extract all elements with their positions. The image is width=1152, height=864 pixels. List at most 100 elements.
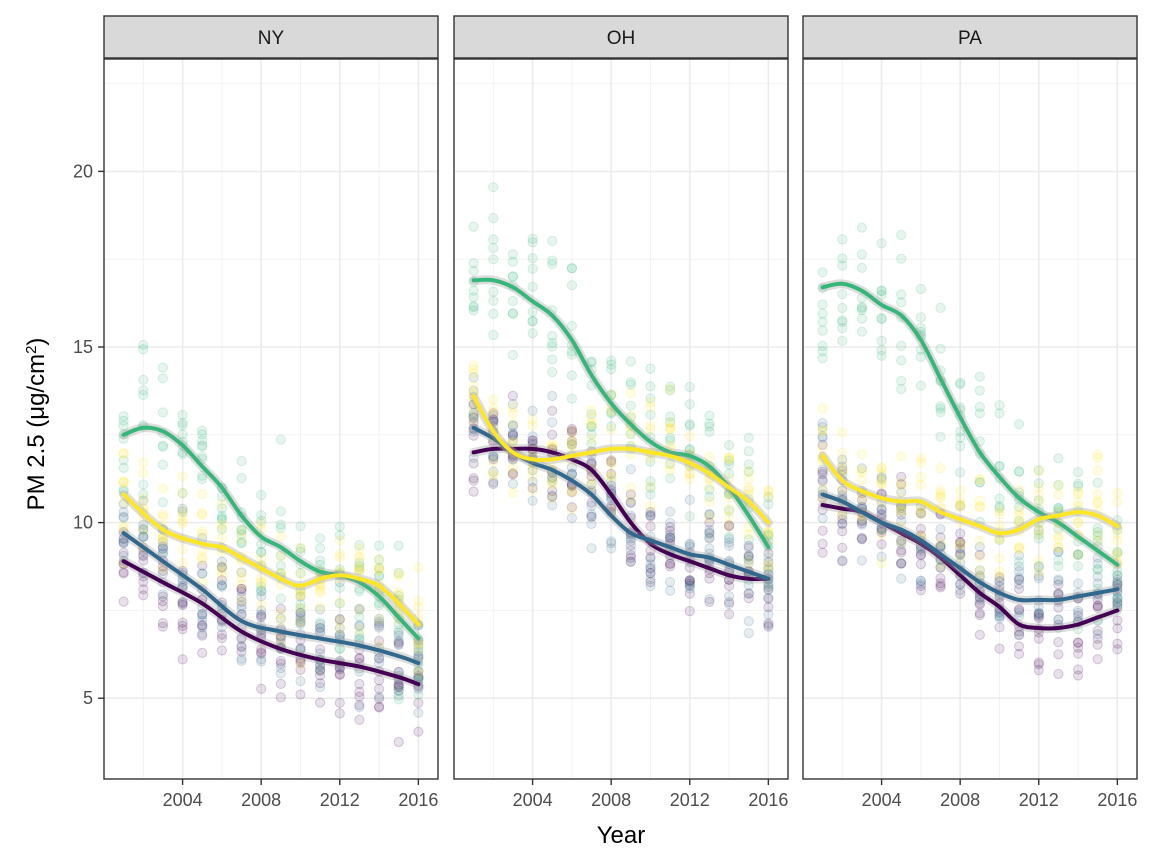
data-point bbox=[935, 485, 946, 496]
data-point bbox=[817, 299, 828, 310]
data-point bbox=[197, 473, 208, 485]
data-point bbox=[896, 505, 907, 516]
x-tick-label: 2016 bbox=[748, 790, 788, 810]
data-point bbox=[138, 531, 149, 543]
data-point bbox=[118, 497, 129, 508]
x-tick-label: 2012 bbox=[670, 790, 710, 810]
data-point bbox=[817, 422, 828, 433]
data-point bbox=[507, 454, 519, 465]
data-point bbox=[118, 455, 129, 466]
data-point bbox=[315, 555, 326, 566]
data-point bbox=[606, 501, 617, 512]
data-point bbox=[1053, 503, 1064, 514]
data-point bbox=[157, 440, 168, 451]
data-point bbox=[876, 524, 887, 536]
data-point bbox=[354, 543, 365, 554]
data-point bbox=[1092, 536, 1103, 547]
data-point bbox=[837, 253, 848, 264]
data-point bbox=[138, 525, 149, 536]
data-point bbox=[334, 577, 345, 588]
data-point bbox=[488, 477, 499, 488]
data-point bbox=[955, 498, 966, 509]
data-point bbox=[817, 469, 828, 480]
data-point bbox=[586, 438, 597, 449]
data-point bbox=[645, 521, 656, 532]
data-point bbox=[817, 431, 828, 442]
data-point bbox=[315, 617, 326, 628]
data-point bbox=[256, 546, 267, 558]
data-point bbox=[817, 476, 828, 487]
data-point bbox=[606, 421, 617, 432]
data-point bbox=[507, 418, 519, 429]
data-point bbox=[665, 423, 676, 434]
data-point bbox=[856, 494, 868, 506]
data-point bbox=[315, 626, 326, 637]
data-point bbox=[118, 567, 129, 578]
data-point bbox=[1014, 510, 1025, 521]
panel-pa: PA 2004 2008 2012 2016 bbox=[802, 15, 1138, 810]
data-point bbox=[645, 500, 656, 512]
data-point bbox=[743, 554, 754, 565]
data-point bbox=[704, 517, 715, 528]
x-tick-label: 2004 bbox=[862, 790, 902, 810]
data-point bbox=[896, 340, 907, 351]
data-point bbox=[216, 645, 227, 656]
data-point bbox=[393, 568, 404, 580]
data-point bbox=[488, 408, 499, 419]
data-point bbox=[354, 553, 365, 564]
panel-background bbox=[104, 59, 438, 779]
data-point bbox=[1073, 608, 1084, 619]
data-point bbox=[256, 610, 267, 621]
panel-border bbox=[453, 58, 789, 780]
data-point bbox=[236, 538, 247, 549]
data-point bbox=[994, 613, 1005, 624]
data-point bbox=[393, 567, 404, 578]
data-point bbox=[256, 581, 267, 592]
data-point bbox=[915, 471, 927, 483]
data-point bbox=[256, 547, 267, 558]
data-point bbox=[275, 531, 286, 542]
data-point bbox=[413, 726, 424, 737]
data-point bbox=[547, 500, 558, 511]
data-point bbox=[256, 605, 267, 616]
data-point bbox=[1014, 466, 1025, 477]
data-point bbox=[138, 584, 149, 595]
data-point bbox=[157, 373, 168, 384]
data-point bbox=[586, 508, 597, 520]
data-point bbox=[1014, 605, 1025, 616]
data-point bbox=[974, 495, 985, 506]
data-point bbox=[684, 539, 695, 551]
data-point bbox=[586, 457, 597, 468]
data-point bbox=[157, 535, 168, 546]
data-point bbox=[236, 529, 247, 540]
data-point bbox=[197, 615, 208, 626]
data-point bbox=[625, 494, 636, 505]
data-point bbox=[354, 586, 365, 597]
data-point bbox=[763, 618, 774, 629]
data-point bbox=[763, 526, 774, 537]
data-point bbox=[586, 500, 597, 511]
data-point bbox=[955, 536, 966, 548]
data-point bbox=[354, 653, 365, 664]
data-point bbox=[566, 320, 578, 331]
data-point bbox=[393, 627, 404, 638]
data-point bbox=[856, 515, 868, 527]
data-point bbox=[1112, 593, 1123, 604]
data-point bbox=[665, 423, 676, 434]
data-point bbox=[645, 456, 656, 467]
data-point bbox=[704, 496, 715, 507]
data-point bbox=[295, 589, 306, 600]
data-point bbox=[704, 596, 715, 608]
data-point bbox=[876, 527, 887, 538]
data-point bbox=[856, 519, 868, 530]
data-point bbox=[1112, 487, 1123, 498]
data-point bbox=[724, 533, 735, 545]
data-point bbox=[118, 547, 129, 558]
data-point bbox=[955, 426, 966, 437]
data-point bbox=[1092, 465, 1103, 476]
data-point bbox=[1053, 668, 1064, 680]
data-point bbox=[236, 579, 247, 590]
data-point bbox=[566, 502, 578, 513]
data-point bbox=[1112, 644, 1123, 655]
